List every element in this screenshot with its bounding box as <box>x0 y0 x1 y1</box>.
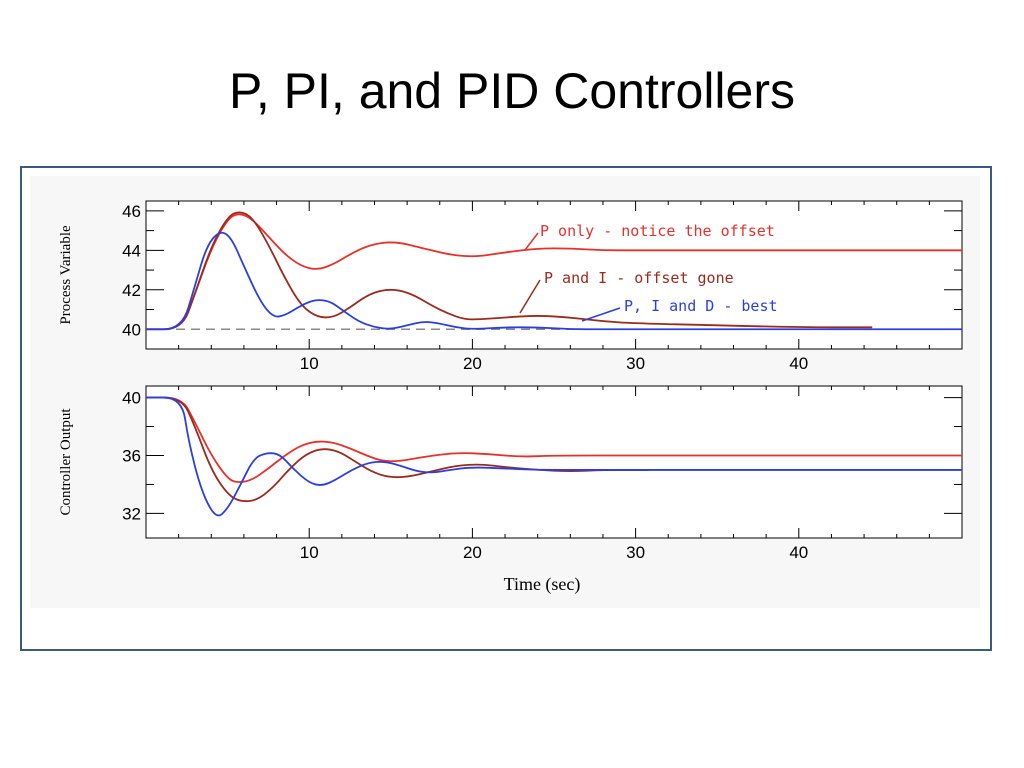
series-line-p-only <box>145 213 962 331</box>
process-variable-panel: 10 20 30 40 40 42 44 46 Process Variable P only -… <box>58 200 963 373</box>
x-tick-label: 30 <box>626 543 645 562</box>
y-tick-label: 40 <box>122 320 141 339</box>
y-tick-label: 36 <box>122 446 141 465</box>
slide-title: P, PI, and PID Controllers <box>228 63 795 119</box>
y-tick-label: 46 <box>122 202 141 221</box>
series-line-p-and-i <box>145 211 873 331</box>
x-tick-label: 20 <box>463 354 482 373</box>
plot-area-1 <box>145 385 963 539</box>
plot-area-0 <box>145 200 963 350</box>
x-tick-label: 40 <box>789 543 808 562</box>
annotation-leader <box>581 307 621 322</box>
x-axis-label: Time (sec) <box>504 574 581 595</box>
y-tick-label: 32 <box>122 504 141 523</box>
x-tick-label: 30 <box>626 354 645 373</box>
x-tick-label: 40 <box>789 354 808 373</box>
chart-canvas: 10 20 30 40 40 42 44 46 Process Variable P only -… <box>22 168 990 649</box>
annotation-leader <box>519 279 541 314</box>
annotation-label: P and I - offset gone <box>544 269 734 287</box>
x-tick-label: 10 <box>300 354 319 373</box>
y-axis-label: Controller Output <box>58 408 74 516</box>
y-tick-label: 42 <box>122 281 141 300</box>
y-axis-label: Process Variable <box>58 225 74 325</box>
annotation-label: P, I and D - best <box>624 297 778 315</box>
annotation-label: P only - notice the offset <box>540 222 775 240</box>
x-tick-label: 20 <box>463 543 482 562</box>
series-line-p-i-and-d <box>146 396 962 517</box>
annotation-leader <box>524 232 539 251</box>
figure-frame: 10 20 30 40 40 42 44 46 Process Variable P only -… <box>20 166 992 651</box>
y-tick-label: 40 <box>122 389 141 408</box>
x-tick-label: 10 <box>300 543 319 562</box>
y-tick-label: 44 <box>122 241 141 260</box>
series-line-p-only <box>146 396 962 484</box>
series-line-p-i-and-d <box>145 231 962 331</box>
controller-output-panel: 10 20 30 40 32 36 40 Controller Output Time (sec… <box>58 385 963 595</box>
series-line-p-and-i <box>146 396 649 503</box>
